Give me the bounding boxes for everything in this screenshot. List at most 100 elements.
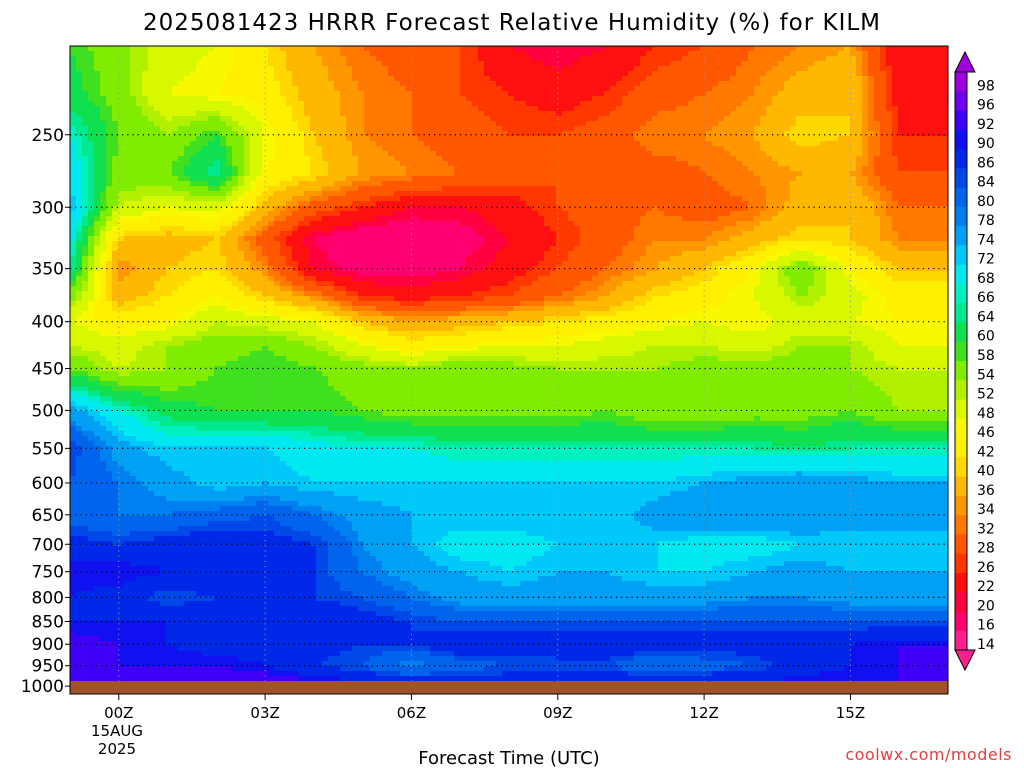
heatmap-cell	[466, 106, 473, 112]
heatmap-cell	[118, 161, 125, 167]
heatmap-cell	[508, 121, 515, 127]
heatmap-cell	[904, 71, 911, 77]
heatmap-cell	[646, 151, 653, 157]
heatmap-cell	[616, 91, 623, 97]
heatmap-cell	[658, 176, 665, 182]
heatmap-cell	[568, 211, 575, 217]
heatmap-cell	[772, 96, 779, 102]
heatmap-cell	[622, 81, 629, 87]
heatmap-cell	[256, 161, 263, 167]
heatmap-cell	[364, 81, 371, 87]
heatmap-cell	[490, 91, 497, 97]
heatmap-cell	[496, 121, 503, 127]
heatmap-cell	[94, 201, 101, 207]
heatmap-cell	[898, 206, 905, 212]
heatmap-cell	[370, 66, 377, 72]
heatmap-cell	[688, 96, 695, 102]
heatmap-cell	[634, 186, 641, 192]
heatmap-cell	[100, 126, 107, 132]
heatmap-cell	[214, 176, 221, 182]
heatmap-cell	[532, 131, 539, 137]
heatmap-cell	[820, 126, 827, 132]
heatmap-cell	[496, 56, 503, 62]
heatmap-cell	[574, 116, 581, 122]
heatmap-cell	[862, 171, 869, 177]
heatmap-cell	[886, 201, 893, 207]
heatmap-cell	[196, 181, 203, 187]
heatmap-cell	[646, 61, 653, 67]
heatmap-cell	[946, 206, 948, 212]
heatmap-cell	[904, 66, 911, 72]
heatmap-cell	[580, 111, 587, 117]
heatmap-cell	[112, 151, 119, 157]
heatmap-cell	[844, 71, 851, 77]
heatmap-cell	[394, 66, 401, 72]
heatmap-cell	[298, 181, 305, 187]
heatmap-cell	[484, 121, 491, 127]
heatmap-cell	[214, 161, 221, 167]
heatmap-cell	[214, 71, 221, 77]
heatmap-cell	[244, 66, 251, 72]
heatmap-cell	[820, 166, 827, 172]
heatmap-cell	[76, 106, 83, 112]
heatmap-cell	[436, 91, 443, 97]
heatmap-cell	[226, 211, 233, 217]
heatmap-cell	[520, 191, 527, 197]
heatmap-cell	[766, 131, 773, 137]
heatmap-cell	[286, 46, 293, 52]
heatmap-cell	[796, 116, 803, 122]
heatmap-cell	[310, 211, 317, 217]
heatmap-cell	[856, 91, 863, 97]
heatmap-cell	[808, 186, 815, 192]
heatmap-cell	[592, 71, 599, 77]
heatmap-cell	[562, 91, 569, 97]
heatmap-cell	[70, 206, 77, 212]
heatmap-cell	[484, 136, 491, 142]
heatmap-cell	[616, 171, 623, 177]
heatmap-cell	[112, 196, 119, 202]
heatmap-cell	[832, 186, 839, 192]
heatmap-cell	[142, 181, 149, 187]
heatmap-cell	[154, 91, 161, 97]
heatmap-cell	[328, 126, 335, 132]
heatmap-cell	[100, 71, 107, 77]
heatmap-cell	[802, 186, 809, 192]
heatmap-cell	[394, 126, 401, 132]
heatmap-cell	[178, 201, 185, 207]
heatmap-cell	[634, 116, 641, 122]
heatmap-cell	[454, 51, 461, 57]
heatmap-cell	[568, 101, 575, 107]
heatmap-cell	[946, 81, 948, 87]
heatmap-cell	[724, 106, 731, 112]
heatmap-cell	[472, 111, 479, 117]
heatmap-cell	[844, 106, 851, 112]
heatmap-cell	[508, 126, 515, 132]
heatmap-cell	[430, 166, 437, 172]
heatmap-cell	[322, 96, 329, 102]
heatmap-cell	[928, 211, 935, 217]
heatmap-cell	[358, 191, 365, 197]
heatmap-cell	[298, 66, 305, 72]
heatmap-cell	[880, 76, 887, 82]
heatmap-cell	[388, 106, 395, 112]
heatmap-cell	[592, 111, 599, 117]
heatmap-cell	[208, 121, 215, 127]
heatmap-cell	[790, 46, 797, 52]
heatmap-cell	[520, 136, 527, 142]
heatmap-cell	[526, 206, 533, 212]
heatmap-cell	[724, 186, 731, 192]
heatmap-cell	[364, 141, 371, 147]
heatmap-cell	[922, 96, 929, 102]
heatmap-cell	[352, 121, 359, 127]
heatmap-cell	[172, 181, 179, 187]
heatmap-cell	[634, 106, 641, 112]
heatmap-cell	[472, 176, 479, 182]
heatmap-cell	[634, 91, 641, 97]
heatmap-cell	[556, 151, 563, 157]
heatmap-cell	[802, 96, 809, 102]
heatmap-cell	[568, 81, 575, 87]
heatmap-cell	[550, 56, 557, 62]
heatmap-cell	[880, 111, 887, 117]
heatmap-cell	[100, 111, 107, 117]
heatmap-cell	[208, 111, 215, 117]
